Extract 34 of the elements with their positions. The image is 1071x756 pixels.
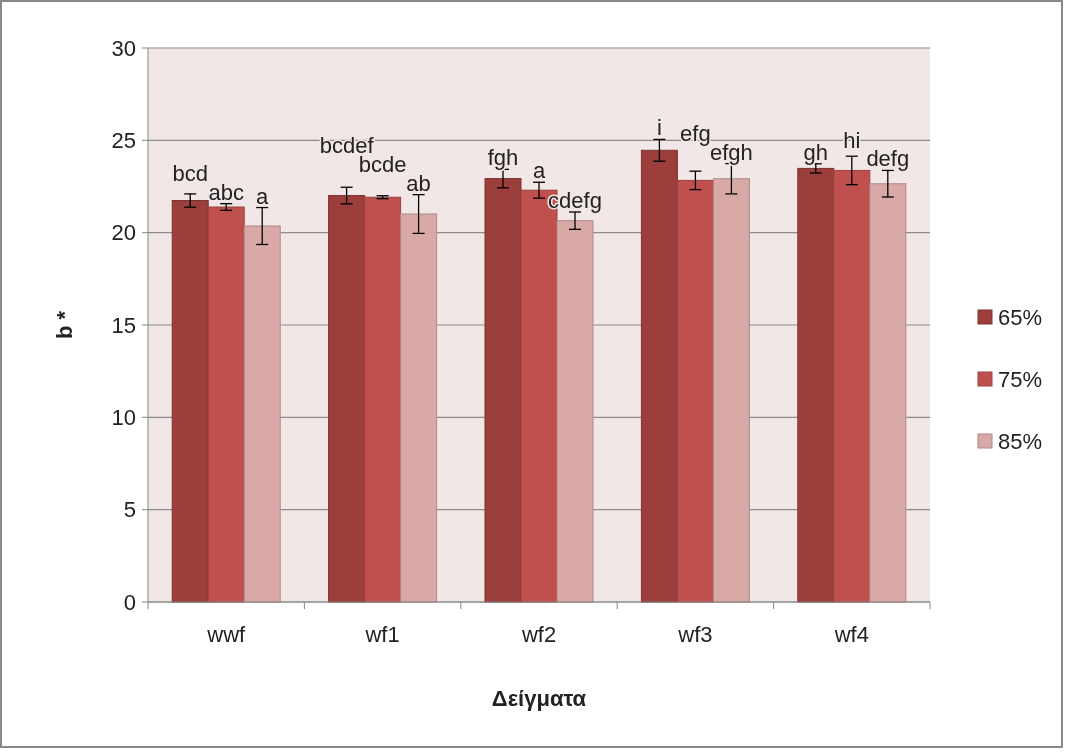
y-axis-title: b *: [52, 310, 77, 340]
annotation: ab: [406, 170, 431, 196]
x-tick-label: wf1: [364, 622, 400, 647]
x-axis-title: Δείγματα: [491, 686, 587, 711]
y-tick-label: 25: [111, 128, 136, 154]
y-tick-label: 10: [111, 405, 136, 431]
annotation: a: [532, 158, 546, 184]
bar: [556, 220, 594, 603]
annotation: hi: [843, 127, 861, 153]
bar: [712, 178, 750, 603]
legend-label: 75%: [998, 366, 1043, 392]
legend-label: 65%: [998, 304, 1043, 330]
x-tick-label: wf3: [677, 622, 713, 647]
bar: [400, 213, 438, 603]
x-tick-label: wwf: [206, 622, 247, 647]
annotation: bcd: [172, 160, 208, 186]
annotation: defg: [866, 146, 910, 172]
x-tick-label: wf2: [520, 622, 557, 647]
annotation: gh: [803, 139, 829, 165]
y-tick-label: 20: [111, 220, 136, 246]
annotation: efg: [680, 120, 711, 146]
annotation: efgh: [709, 139, 753, 165]
annotation: i: [656, 115, 662, 141]
annotation: a: [256, 183, 270, 209]
annotation: fgh: [487, 145, 519, 171]
legend-label: 85%: [998, 428, 1043, 454]
bar: [243, 225, 281, 603]
y-tick-label: 15: [111, 312, 136, 338]
y-tick-label: 0: [123, 589, 136, 615]
y-tick-label: 5: [123, 497, 136, 523]
x-tick-label: wf4: [833, 622, 869, 647]
annotation: abc: [208, 179, 244, 205]
bar: [869, 183, 907, 603]
y-tick-label: 30: [111, 35, 136, 61]
